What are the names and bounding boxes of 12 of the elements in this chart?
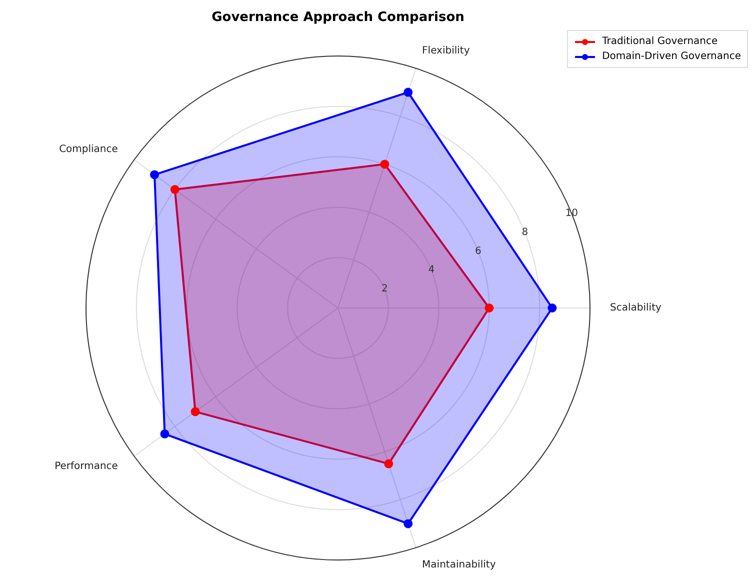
legend-label: Traditional Governance (602, 35, 718, 49)
chart-title: Governance Approach Comparison (210, 10, 466, 25)
y-tick-label: 2 (382, 284, 388, 295)
spoke-label: Performance (54, 461, 118, 472)
y-tick-label: 4 (428, 264, 435, 276)
y-tick-label: 8 (522, 226, 528, 238)
y-tick-label: 6 (475, 246, 482, 257)
spoke-label: Scalability (610, 302, 662, 314)
spoke-label: Flexibility (422, 46, 470, 57)
spoke-label: Maintainability (422, 559, 496, 570)
spoke-label: Compliance (59, 144, 118, 155)
legend-label: Domain-Driven Governance (602, 50, 741, 64)
